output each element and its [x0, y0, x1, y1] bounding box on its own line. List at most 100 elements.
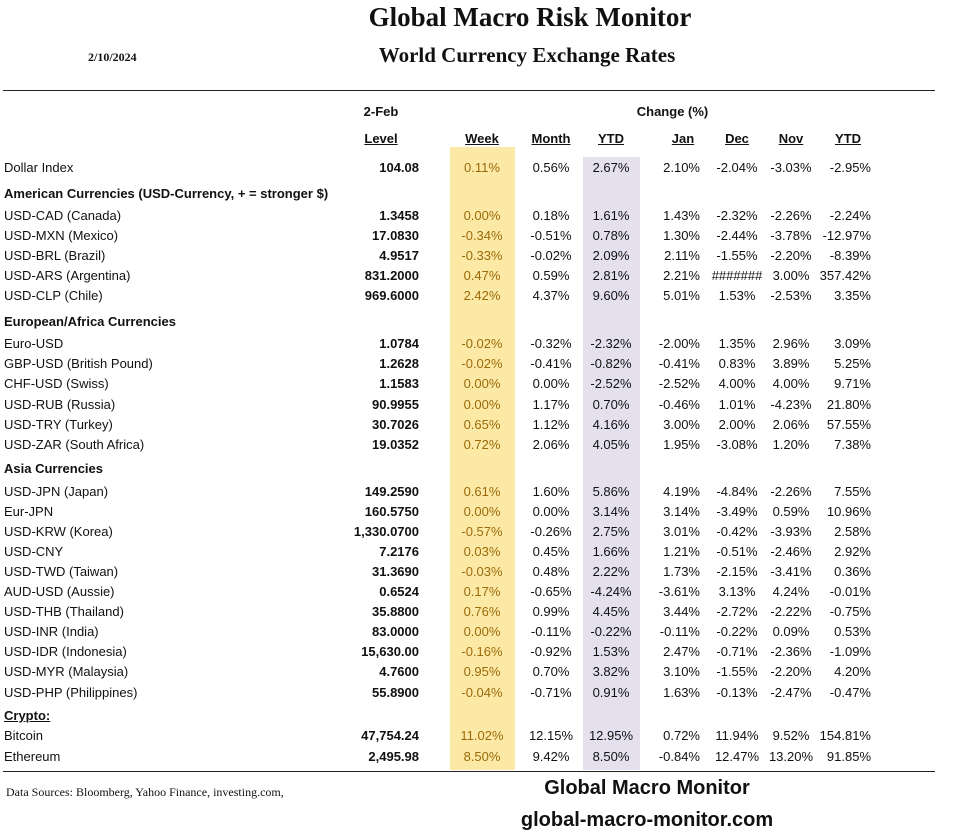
cell-nov: -2.53% — [770, 288, 812, 303]
cell-nov: 0.59% — [772, 504, 810, 519]
cell-month: -0.41% — [530, 356, 572, 371]
cell-week: 8.50% — [463, 749, 501, 764]
cell-jan: 3.14% — [663, 504, 700, 519]
cell-ytd: 2.67% — [592, 160, 630, 175]
cell-level: 35.8800 — [372, 604, 419, 619]
table-row: USD-CNY 7.2176 0.03% 0.45% 1.66% 1.21% -0.51% -… — [0, 544, 960, 562]
cell-nov: -2.20% — [770, 664, 812, 679]
cell-nov: -2.46% — [770, 544, 812, 559]
cell-jan: -0.41% — [658, 356, 700, 371]
cell-nov: 0.09% — [772, 624, 810, 639]
column-header-level: Level — [364, 131, 398, 146]
cell-jan: -0.46% — [658, 397, 700, 412]
row-label: USD-MXN (Mexico) — [4, 228, 119, 243]
cell-week: 0.47% — [463, 268, 501, 283]
cell-level: 17.0830 — [372, 228, 419, 243]
section-header: Crypto: — [0, 708, 960, 726]
section-title: Asia Currencies — [4, 461, 103, 476]
cell-ytd-full: 2.92% — [834, 544, 871, 559]
brand-name: Global Macro Monitor — [544, 777, 750, 799]
row-label: USD-JPN (Japan) — [4, 484, 109, 499]
cell-month: 0.48% — [532, 564, 570, 579]
cell-week: -0.02% — [461, 356, 503, 371]
cell-dec: -1.55% — [716, 664, 758, 679]
cell-level: 15,630.00 — [361, 644, 419, 659]
cell-dec: 11.94% — [715, 728, 759, 743]
cell-ytd: -2.52% — [590, 376, 632, 391]
cell-jan: 4.19% — [663, 484, 700, 499]
cell-level: 4.7600 — [379, 664, 419, 679]
row-label: USD-TRY (Turkey) — [4, 417, 113, 432]
cell-level: 1,330.0700 — [353, 524, 419, 539]
cell-ytd-full: 57.55% — [826, 417, 871, 432]
cell-dec: -0.42% — [716, 524, 758, 539]
cell-ytd-full: 7.55% — [834, 484, 871, 499]
cell-week: 0.00% — [463, 397, 501, 412]
section-header: American Currencies (USD-Currency, + = s… — [0, 186, 960, 204]
cell-week: -0.03% — [461, 564, 503, 579]
cell-ytd-full: 2.58% — [834, 524, 871, 539]
cell-week: -0.57% — [461, 524, 503, 539]
table-row: USD-CAD (Canada) 1.3458 0.00% 0.18% 1.61% 1.4… — [0, 208, 960, 226]
cell-ytd: 4.16% — [592, 417, 630, 432]
cell-dec: -0.22% — [716, 624, 758, 639]
section-header: European/Africa Currencies — [0, 314, 960, 332]
cell-month: 0.00% — [532, 504, 570, 519]
cell-dec: -2.44% — [716, 228, 758, 243]
section-title: Crypto: — [4, 708, 51, 723]
cell-nov: -2.47% — [770, 685, 812, 700]
section-title: American Currencies (USD-Currency, + = s… — [4, 186, 329, 201]
cell-ytd-full: -0.47% — [829, 685, 871, 700]
row-label: GBP-USD (British Pound) — [4, 356, 153, 371]
column-header-ytd-full: YTD — [835, 131, 861, 146]
table-row: USD-BRL (Brazil) 4.9517 -0.33% -0.02% 2.09% 2… — [0, 248, 960, 266]
cell-ytd: 1.61% — [592, 208, 630, 223]
row-label: AUD-USD (Aussie) — [4, 584, 115, 599]
cell-ytd-full: -2.24% — [829, 208, 871, 223]
cell-month: 9.42% — [532, 749, 570, 764]
cell-level: 104.08 — [379, 160, 419, 175]
cell-month: -0.26% — [530, 524, 572, 539]
row-label: USD-RUB (Russia) — [4, 397, 116, 412]
table-row: USD-TWD (Taiwan) 31.3690 -0.03% 0.48% 2.22% 1… — [0, 564, 960, 582]
table-row: USD-PHP (Philippines) 55.8900 -0.04% -0.71%… — [0, 685, 960, 703]
cell-ytd: 3.82% — [592, 664, 630, 679]
cell-level: 7.2176 — [379, 544, 419, 559]
cell-nov: 2.06% — [772, 417, 810, 432]
cell-jan: -3.61% — [658, 584, 700, 599]
report-date: 2/10/2024 — [88, 50, 137, 64]
cell-jan: 0.72% — [663, 728, 700, 743]
cell-week: 0.65% — [463, 417, 501, 432]
cell-week: -0.16% — [461, 644, 503, 659]
cell-ytd: 2.81% — [592, 268, 630, 283]
cell-ytd-full: 5.25% — [834, 356, 871, 371]
cell-ytd: 12.95% — [588, 728, 634, 743]
row-label: Dollar Index — [4, 160, 74, 175]
cell-month: 0.18% — [532, 208, 570, 223]
table-row: Dollar Index 104.08 0.11% 0.56% 2.67% 2.10% -2… — [0, 160, 960, 178]
cell-nov: 9.52% — [772, 728, 810, 743]
row-label: USD-PHP (Philippines) — [4, 685, 138, 700]
cell-dec: -4.84% — [716, 484, 758, 499]
cell-dec: -0.71% — [716, 644, 758, 659]
cell-level: 1.2628 — [379, 356, 419, 371]
cell-dec: -2.72% — [716, 604, 758, 619]
cell-nov: -3.03% — [770, 160, 812, 175]
cell-ytd: 2.75% — [592, 524, 630, 539]
cell-ytd-full: 4.20% — [834, 664, 871, 679]
cell-ytd-full: 7.38% — [834, 437, 871, 452]
table-row: USD-JPN (Japan) 149.2590 0.61% 1.60% 5.86% 4.… — [0, 484, 960, 502]
table-row: USD-MXN (Mexico) 17.0830 -0.34% -0.51% 0.78%… — [0, 228, 960, 246]
row-label: USD-TWD (Taiwan) — [4, 564, 119, 579]
table-row: Eur-JPN 160.5750 0.00% 0.00% 3.14% 3.14% -3.49… — [0, 504, 960, 522]
cell-dec: -1.55% — [716, 248, 758, 263]
cell-ytd-full: -2.95% — [829, 160, 871, 175]
cell-nov: -2.26% — [770, 208, 812, 223]
table-row: GBP-USD (British Pound) 1.2628 -0.02% -0.41… — [0, 356, 960, 374]
cell-nov: -3.41% — [770, 564, 812, 579]
brand-url[interactable]: global-macro-monitor.com — [520, 809, 774, 831]
cell-week: -0.33% — [461, 248, 503, 263]
table-row: USD-CLP (Chile) 969.6000 2.42% 4.37% 9.60% 5.… — [0, 288, 960, 306]
cell-week: -0.02% — [461, 336, 503, 351]
row-label: USD-MYR (Malaysia) — [4, 664, 129, 679]
